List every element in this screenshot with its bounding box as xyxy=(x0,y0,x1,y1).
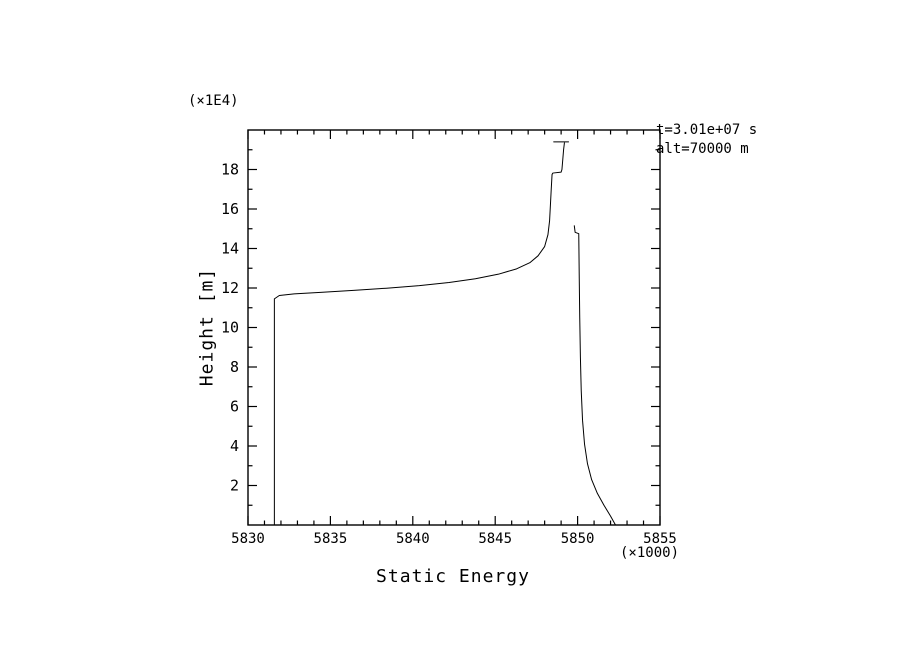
y-axis-scale-note: (×1E4) xyxy=(188,93,239,109)
x-tick-label: 5830 xyxy=(231,531,265,547)
x-tick-label: 5840 xyxy=(396,531,430,547)
y-axis-title: Height [m] xyxy=(196,267,218,387)
y-tick-label: 6 xyxy=(230,398,239,416)
x-axis-scale-note: (×1000) xyxy=(620,545,680,561)
x-axis-title: Static Energy xyxy=(376,566,530,587)
y-tick-label: 18 xyxy=(221,161,239,179)
x-tick-label: 5850 xyxy=(561,531,595,547)
y-tick-label: 14 xyxy=(221,240,239,258)
y-tick-label: 2 xyxy=(230,477,239,495)
x-tick-label: 5855 xyxy=(643,531,677,547)
series-upper-branch xyxy=(573,225,616,526)
annotation-altitude: alt=70000 m xyxy=(656,141,749,157)
y-tick-label: 8 xyxy=(230,358,239,376)
series-lower-branch xyxy=(273,142,565,526)
y-tick-label: 12 xyxy=(221,279,239,297)
plot-frame xyxy=(247,129,661,526)
y-tick-label: 10 xyxy=(221,319,239,337)
y-tick-label: 16 xyxy=(221,200,239,218)
x-tick-label: 5845 xyxy=(478,531,512,547)
annotation-time: t=3.01e+07 s xyxy=(656,122,758,138)
y-tick-label: 4 xyxy=(230,437,239,455)
x-tick-label: 5835 xyxy=(314,531,348,547)
